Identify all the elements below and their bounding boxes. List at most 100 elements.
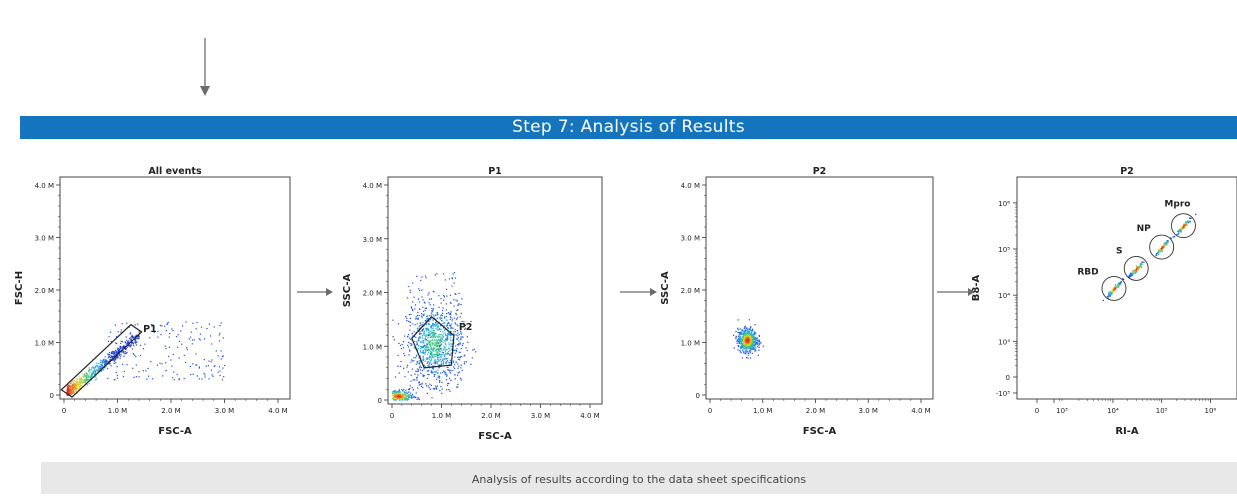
event-dot: [458, 365, 460, 367]
event-dot: [436, 345, 439, 347]
event-dot: [411, 397, 413, 400]
event-dot: [415, 392, 417, 394]
event-dot: [466, 349, 468, 352]
event-dot: [1139, 266, 1141, 268]
event-dot: [743, 327, 745, 329]
event-dot: [419, 332, 421, 335]
event-dot: [1163, 246, 1165, 248]
event-dot: [444, 342, 446, 344]
event-dot: [429, 367, 431, 369]
event-dot: [747, 334, 749, 336]
event-dot: [1137, 268, 1139, 270]
event-dot: [429, 333, 431, 335]
event-dot: [418, 363, 421, 365]
event-dot: [183, 377, 185, 380]
event-dot: [93, 367, 95, 369]
event-dot: [751, 348, 753, 350]
event-dot: [457, 363, 459, 365]
event-dot: [405, 389, 407, 391]
event-dot: [108, 363, 110, 365]
y-tick-label: 1.0 M: [35, 340, 54, 348]
event-dot: [741, 344, 743, 346]
event-dot: [739, 349, 741, 351]
event-dot: [1140, 265, 1142, 267]
event-dot: [739, 333, 741, 335]
event-dot: [392, 336, 394, 338]
event-dot: [418, 288, 420, 290]
event-dot: [744, 326, 746, 328]
plot-frame: [59, 176, 291, 400]
event-dot: [393, 339, 395, 341]
event-dot: [1179, 230, 1182, 232]
event-dot: [104, 356, 106, 358]
event-dot: [1118, 282, 1120, 284]
event-dot: [436, 362, 439, 364]
event-dot: [448, 342, 450, 344]
event-dot: [432, 349, 434, 351]
event-dot: [431, 323, 434, 325]
event-dot: [1158, 249, 1160, 252]
y-tick-label: 0: [696, 392, 700, 400]
event-dot: [423, 364, 425, 366]
event-dot: [422, 350, 424, 352]
event-dot: [106, 361, 108, 363]
event-dot: [1169, 237, 1172, 239]
event-dot: [750, 348, 752, 350]
event-dot: [419, 333, 421, 335]
event-dot: [462, 343, 464, 345]
event-dot: [94, 370, 96, 372]
event-dot: [424, 360, 426, 362]
event-dot: [428, 364, 430, 366]
event-dot: [409, 342, 411, 344]
event-dot: [117, 357, 119, 359]
event-dot: [150, 361, 152, 363]
event-dot: [1114, 289, 1116, 291]
event-dot: [430, 327, 433, 329]
event-dot: [434, 335, 436, 337]
event-dot: [436, 388, 438, 390]
event-dot: [72, 392, 74, 394]
event-dot: [738, 339, 740, 341]
event-dot: [741, 333, 743, 336]
event-dot: [759, 343, 761, 345]
event-dot: [460, 377, 462, 380]
event-dot: [99, 366, 101, 368]
event-dot: [457, 309, 459, 311]
event-dot: [461, 333, 463, 335]
event-dot: [116, 366, 118, 368]
event-dot: [748, 333, 750, 336]
event-dot: [442, 363, 445, 365]
event-dot: [431, 350, 433, 352]
event-dot: [440, 386, 442, 388]
event-dot: [93, 370, 95, 372]
event-dot: [459, 359, 461, 361]
event-dot: [462, 336, 464, 338]
x-axis-label: RI-A: [1115, 426, 1139, 437]
event-dot: [122, 350, 124, 352]
event-dot: [424, 348, 426, 350]
event-dot: [753, 347, 755, 349]
event-dot: [132, 353, 134, 355]
x-axis-label: FSC-A: [803, 426, 837, 437]
event-dot: [735, 338, 737, 340]
event-dot: [1112, 288, 1114, 290]
event-dot: [117, 349, 120, 351]
event-dot: [427, 353, 429, 355]
event-dot: [439, 339, 441, 341]
event-dot: [1134, 271, 1136, 274]
event-dot: [69, 388, 71, 390]
event-dot: [749, 341, 751, 343]
event-dot: [101, 365, 103, 367]
event-dot: [439, 328, 441, 330]
event-dot: [439, 340, 441, 342]
event-dot: [428, 343, 431, 346]
event-dot: [104, 362, 106, 364]
event-dot: [1132, 272, 1134, 275]
event-dot: [420, 366, 422, 368]
event-dot: [426, 315, 428, 318]
event-dot: [416, 344, 418, 346]
event-dot: [1130, 274, 1132, 276]
event-dot: [424, 365, 426, 367]
